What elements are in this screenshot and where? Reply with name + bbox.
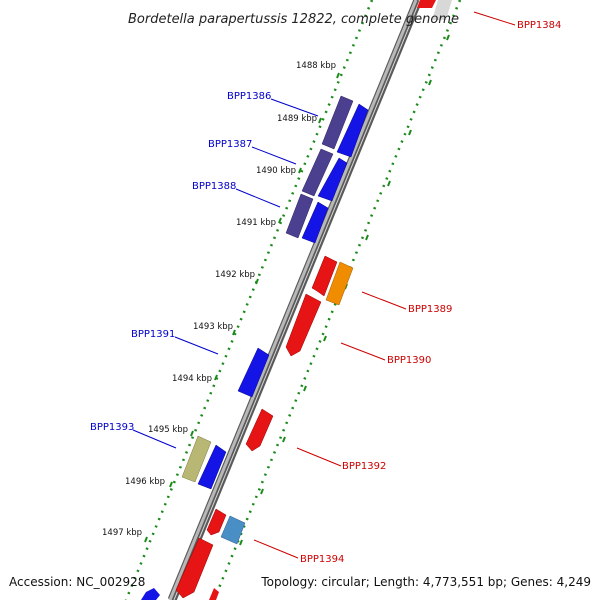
gene-bpp1389-red bbox=[311, 255, 338, 297]
scale-label: 1490 kbp bbox=[256, 166, 296, 176]
gene-label-bpp1390[interactable]: BPP1390 bbox=[387, 355, 431, 366]
reverse-strand-genes bbox=[175, 0, 452, 600]
gene-bpp1387-block bbox=[301, 148, 334, 197]
forward-strand-genes bbox=[141, 95, 369, 600]
scale-label: 1492 kbp bbox=[215, 270, 255, 280]
gene-label-bpp1388[interactable]: BPP1388 bbox=[192, 181, 236, 192]
gene-bpp1387-arrow bbox=[317, 157, 348, 202]
scale-label: 1495 kbp bbox=[148, 425, 188, 435]
gene-bpp1393-block bbox=[181, 435, 212, 483]
genome-summary: Topology: circular; Length: 4,773,551 bp… bbox=[260, 575, 591, 589]
gene-label-bpp1386[interactable]: BPP1386 bbox=[227, 91, 271, 102]
gene-label-bpp1384[interactable]: BPP1384 bbox=[517, 20, 561, 31]
scale-label: 1496 kbp bbox=[125, 477, 165, 487]
gene-labels: BPP1384 BPP1386 BPP1387 BPP1388 BPP1389 … bbox=[90, 20, 561, 565]
gene-label-bpp1387[interactable]: BPP1387 bbox=[208, 139, 252, 150]
inner-major-ticks bbox=[239, 34, 450, 546]
outer-major-ticks bbox=[144, 72, 340, 543]
genome-backbone bbox=[167, 0, 423, 600]
scale-label: 1488 kbp bbox=[296, 61, 336, 71]
gene-bpp1394-red bbox=[206, 508, 227, 536]
gene-bpp1394-teal bbox=[220, 515, 246, 545]
gene-bpp1392-arrow bbox=[245, 408, 274, 452]
scale-label: 1494 kbp bbox=[172, 374, 212, 384]
accession-label: Accession: NC_002928 bbox=[9, 575, 145, 589]
gene-bpp1388-arrow bbox=[301, 201, 329, 244]
gene-offscreen-arrow bbox=[141, 588, 160, 600]
scale-label: 1497 kbp bbox=[102, 528, 142, 538]
gene-bpp1389-orange bbox=[325, 261, 354, 306]
gene-label-bpp1393[interactable]: BPP1393 bbox=[90, 422, 134, 433]
scale-label: 1489 kbp bbox=[277, 114, 317, 124]
map-title: Bordetella parapertussis 12822, complete… bbox=[128, 12, 459, 27]
gene-label-bpp1392[interactable]: BPP1392 bbox=[342, 461, 386, 472]
gene-bpp1388-block bbox=[285, 193, 314, 239]
gene-label-bpp1391[interactable]: BPP1391 bbox=[131, 329, 175, 340]
gene-offscreen-red bbox=[175, 537, 214, 599]
scale-labels: 1488 kbp 1489 kbp 1490 kbp 1491 kbp 1492… bbox=[102, 61, 336, 538]
gene-bpp1384 bbox=[417, 0, 436, 8]
scale-label: 1493 kbp bbox=[193, 322, 233, 332]
gene-bpp1391-arrow bbox=[237, 347, 270, 398]
gene-bpp1384-grey bbox=[432, 0, 452, 20]
gene-bpp1386-block bbox=[321, 95, 354, 150]
label-leaders bbox=[132, 11, 516, 559]
scale-label: 1491 kbp bbox=[236, 218, 276, 228]
gene-bpp1386-arrow bbox=[336, 103, 369, 158]
gene-offscreen-red-2 bbox=[209, 588, 219, 600]
gene-bpp1390-arrow bbox=[285, 293, 322, 357]
gene-bpp1393-arrow bbox=[197, 444, 227, 490]
gene-label-bpp1389[interactable]: BPP1389 bbox=[408, 304, 452, 315]
gene-label-bpp1394[interactable]: BPP1394 bbox=[300, 554, 344, 565]
